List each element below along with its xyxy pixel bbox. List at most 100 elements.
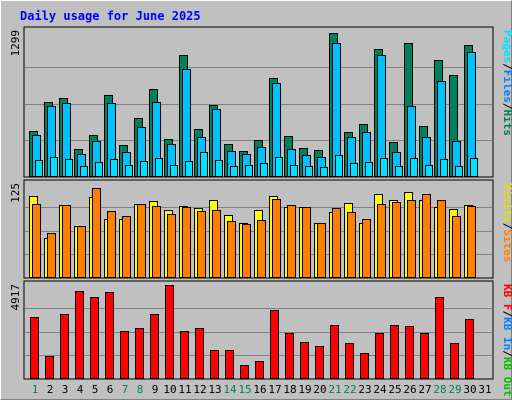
x-tick-day-4: 4	[77, 383, 84, 396]
legend-kb-out: KB Out	[501, 357, 512, 397]
hits-bar-pages-day-26	[410, 158, 418, 177]
hits-bar-pages-day-20	[320, 167, 328, 177]
x-tick-day-5: 5	[92, 383, 99, 396]
visits-bar-sites-day-22	[347, 212, 356, 278]
visits-bar-sites-day-8	[137, 204, 146, 278]
x-tick-day-16: 16	[253, 383, 266, 396]
x-tick-day-12: 12	[193, 383, 206, 396]
visits-bar-sites-day-15	[242, 224, 251, 278]
kb-bar-kb-f-day-10	[165, 285, 174, 379]
kb-bar-kb-f-day-8	[135, 328, 144, 379]
visits-bar-sites-day-2	[47, 233, 56, 278]
kbytes-max-label: 4917	[9, 284, 22, 311]
x-tick-day-20: 20	[313, 383, 326, 396]
visits-panel: 125 Visits/Sites	[9, 179, 512, 279]
visits-panel-bars	[29, 188, 476, 278]
visits-bar-sites-day-29	[452, 216, 461, 278]
kb-bar-kb-f-day-24	[375, 333, 384, 379]
kb-bar-kb-f-day-9	[150, 314, 159, 379]
hits-bar-pages-day-15	[245, 165, 253, 177]
kb-bar-kb-f-day-29	[450, 343, 459, 379]
x-tick-day-30: 30	[463, 383, 476, 396]
x-tick-day-19: 19	[298, 383, 311, 396]
visits-bar-sites-day-3	[62, 205, 71, 278]
x-tick-day-28: 28	[433, 383, 446, 396]
visits-bar-sites-day-10	[167, 214, 176, 278]
legend-visits: Visits	[501, 183, 512, 223]
hits-bar-pages-day-21	[335, 155, 343, 177]
visits-bar-sites-day-16	[257, 220, 266, 278]
x-tick-day-17: 17	[268, 383, 281, 396]
kb-bar-kb-f-day-28	[435, 297, 444, 379]
hits-panel-legend: Pages/Files/Hits	[501, 30, 512, 136]
kb-bar-kb-f-day-23	[360, 353, 369, 379]
visits-bar-sites-day-12	[197, 211, 206, 278]
visits-bar-sites-day-26	[407, 200, 416, 278]
visits-bar-sites-day-7	[122, 216, 131, 278]
kb-bar-kb-f-day-13	[210, 350, 219, 379]
x-tick-day-3: 3	[62, 383, 69, 396]
legend-sep-5: /	[501, 350, 512, 357]
x-tick-day-6: 6	[107, 383, 114, 396]
hits-bar-files-day-11	[182, 69, 191, 177]
hits-bar-files-day-30	[467, 52, 476, 177]
kb-bar-kb-f-day-26	[405, 326, 414, 379]
x-tick-day-11: 11	[178, 383, 191, 396]
legend-sep-3: /	[501, 223, 512, 230]
hits-bar-pages-day-14	[230, 166, 238, 177]
x-tick-day-7: 7	[122, 383, 129, 396]
x-tick-day-27: 27	[418, 383, 431, 396]
hits-bar-pages-day-25	[395, 166, 403, 177]
hits-panel: 1299 Pages/Files/Hits	[9, 26, 512, 178]
visits-bar-sites-day-5	[92, 188, 101, 278]
kb-bar-kb-f-day-6	[105, 292, 114, 379]
kb-bar-kb-f-day-25	[390, 325, 399, 379]
kb-bar-kb-f-day-3	[60, 314, 69, 379]
hits-bar-pages-day-10	[170, 165, 178, 177]
visits-bar-sites-day-6	[107, 211, 116, 278]
legend-pages: Pages	[501, 30, 512, 63]
x-axis-day-labels: 1 2 3 4 5 6 7 8 9 10 11 12 13 14 15 16 17 18 19 20 21 22 23 24 2…	[32, 383, 492, 396]
kb-bar-kb-f-day-2	[45, 356, 54, 379]
x-tick-day-29: 29	[448, 383, 461, 396]
visits-bar-sites-day-18	[287, 205, 296, 278]
hits-bar-pages-day-11	[185, 161, 193, 177]
legend-sep-1: /	[501, 63, 512, 70]
hits-bar-pages-day-23	[365, 162, 373, 177]
x-tick-day-8: 8	[137, 383, 144, 396]
x-tick-day-13: 13	[208, 383, 221, 396]
kb-bar-kb-f-day-20	[315, 346, 324, 379]
hits-bar-pages-day-5	[95, 162, 103, 177]
chart-title: Daily usage for June 2025	[20, 9, 201, 23]
hits-bar-pages-day-22	[350, 163, 358, 177]
visits-bar-sites-day-13	[212, 210, 221, 278]
kbytes-panel-bars	[30, 285, 474, 379]
kb-bar-kb-f-day-16	[255, 361, 264, 379]
hits-bar-pages-day-4	[80, 166, 88, 177]
hits-bar-pages-day-19	[305, 166, 313, 177]
legend-sep-2: /	[501, 103, 512, 110]
x-tick-day-2: 2	[47, 383, 54, 396]
visits-bar-sites-day-25	[392, 202, 401, 278]
kb-bar-kb-f-day-21	[330, 325, 339, 379]
kb-bar-kb-f-day-22	[345, 343, 354, 379]
visits-bar-sites-day-9	[152, 206, 161, 278]
visits-bar-sites-day-20	[317, 223, 326, 278]
visits-bar-sites-day-27	[422, 194, 431, 278]
visits-bar-sites-day-17	[272, 199, 281, 278]
x-tick-day-15: 15	[238, 383, 251, 396]
hits-bar-pages-day-18	[290, 165, 298, 177]
hits-bar-pages-day-12	[200, 152, 208, 177]
visits-bar-sites-day-11	[182, 207, 191, 278]
visits-bar-sites-day-1	[32, 204, 41, 278]
visits-panel-legend: Visits/Sites	[501, 183, 512, 263]
hits-bar-pages-day-6	[110, 159, 118, 177]
x-tick-day-1: 1	[32, 383, 39, 396]
hits-bar-pages-day-1	[35, 160, 43, 177]
visits-bar-sites-day-19	[302, 207, 311, 278]
kb-bar-kb-f-day-14	[225, 350, 234, 379]
x-tick-day-18: 18	[283, 383, 296, 396]
kb-bar-kb-f-day-5	[90, 297, 99, 379]
x-tick-day-31: 31	[478, 383, 491, 396]
